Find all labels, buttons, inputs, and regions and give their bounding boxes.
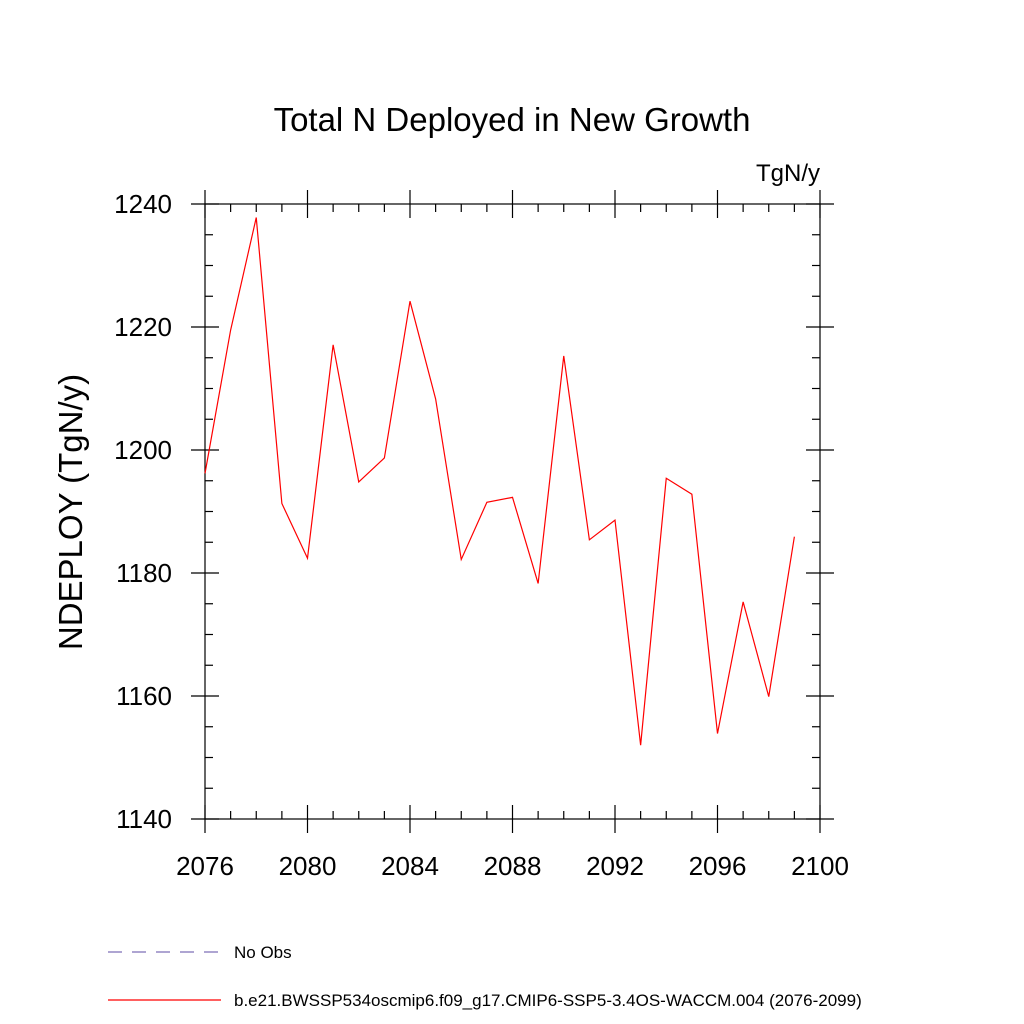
minor-ticks — [205, 204, 820, 819]
y-tick-label: 1160 — [116, 681, 172, 711]
x-tick-label: 2096 — [689, 851, 747, 881]
plot-frame — [204, 203, 821, 820]
series-lines — [204, 217, 795, 746]
series-line-1 — [204, 217, 795, 746]
x-tick-label: 2092 — [586, 851, 644, 881]
y-tick-label: 1220 — [114, 312, 172, 342]
legend: No Obs b.e21.BWSSP534oscmip6.f09_g17.CMIP… — [108, 943, 862, 1010]
y-tick-label: 1140 — [116, 804, 172, 834]
x-tick-labels: 2076 2080 2084 2088 2092 2096 2100 — [176, 851, 849, 881]
x-tick-label: 2088 — [484, 851, 542, 881]
units-label: TgN/y — [756, 160, 820, 187]
y-tick-label: 1240 — [114, 189, 172, 219]
x-tick-label: 2076 — [176, 851, 234, 881]
y-tick-label: 1200 — [114, 435, 172, 465]
chart-title: Total N Deployed in New Growth — [274, 101, 751, 138]
legend-entry: b.e21.BWSSP534oscmip6.f09_g17.CMIP6-SSP5… — [234, 991, 862, 1010]
x-tick-label: 2084 — [381, 851, 439, 881]
legend-entry: No Obs — [234, 943, 292, 962]
x-tick-label: 2080 — [279, 851, 337, 881]
major-ticks — [191, 190, 834, 833]
y-tick-label: 1180 — [116, 558, 172, 588]
y-tick-labels: 1140 1160 1180 1200 1220 1240 — [114, 189, 172, 834]
y-axis-label: NDEPLOY (TgN/y) — [52, 374, 89, 650]
x-tick-label: 2100 — [791, 851, 849, 881]
